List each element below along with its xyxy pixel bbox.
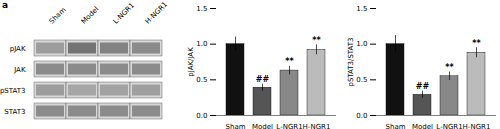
svg-text:1.0: 1.0 [196, 40, 207, 48]
svg-text:JAK: JAK [13, 66, 26, 74]
svg-text:Sham: Sham [48, 6, 68, 26]
svg-text:**: ** [472, 39, 481, 48]
svg-text:L-NGR1: L-NGR1 [276, 123, 302, 129]
svg-text:L-NGR1: L-NGR1 [112, 1, 136, 25]
svg-text:Sham: Sham [386, 123, 406, 129]
svg-text:H-NGR1: H-NGR1 [463, 123, 491, 129]
svg-text:1.5: 1.5 [196, 5, 207, 13]
svg-text:##: ## [416, 82, 430, 91]
svg-text:0.0: 0.0 [356, 112, 367, 120]
svg-text:Model: Model [412, 123, 433, 129]
svg-text:STAT3: STAT3 [4, 108, 25, 116]
svg-text:**: ** [285, 57, 294, 66]
svg-text:Model: Model [80, 5, 101, 26]
svg-text:0.5: 0.5 [196, 76, 207, 84]
svg-text:Sham: Sham [226, 123, 246, 129]
svg-text:0.0: 0.0 [196, 112, 207, 120]
svg-text:H-NGR1: H-NGR1 [144, 0, 169, 25]
svg-text:H-NGR1: H-NGR1 [303, 123, 331, 129]
svg-text:1.5: 1.5 [356, 5, 367, 13]
svg-text:pJAK/JAK: pJAK/JAK [187, 47, 195, 77]
svg-text:1.0: 1.0 [356, 40, 367, 48]
svg-text:pJAK: pJAK [10, 45, 26, 53]
svg-text:pSTAT3: pSTAT3 [0, 87, 26, 95]
svg-text:Model: Model [252, 123, 273, 129]
svg-text:**: ** [312, 36, 321, 45]
svg-text:0.5: 0.5 [356, 76, 367, 84]
svg-text:**: ** [445, 63, 454, 72]
svg-text:pSTAT3/STAT3: pSTAT3/STAT3 [347, 37, 355, 86]
svg-text:L-NGR1: L-NGR1 [436, 123, 462, 129]
html-text:a: a [2, 0, 9, 10]
svg-text:##: ## [256, 75, 270, 84]
